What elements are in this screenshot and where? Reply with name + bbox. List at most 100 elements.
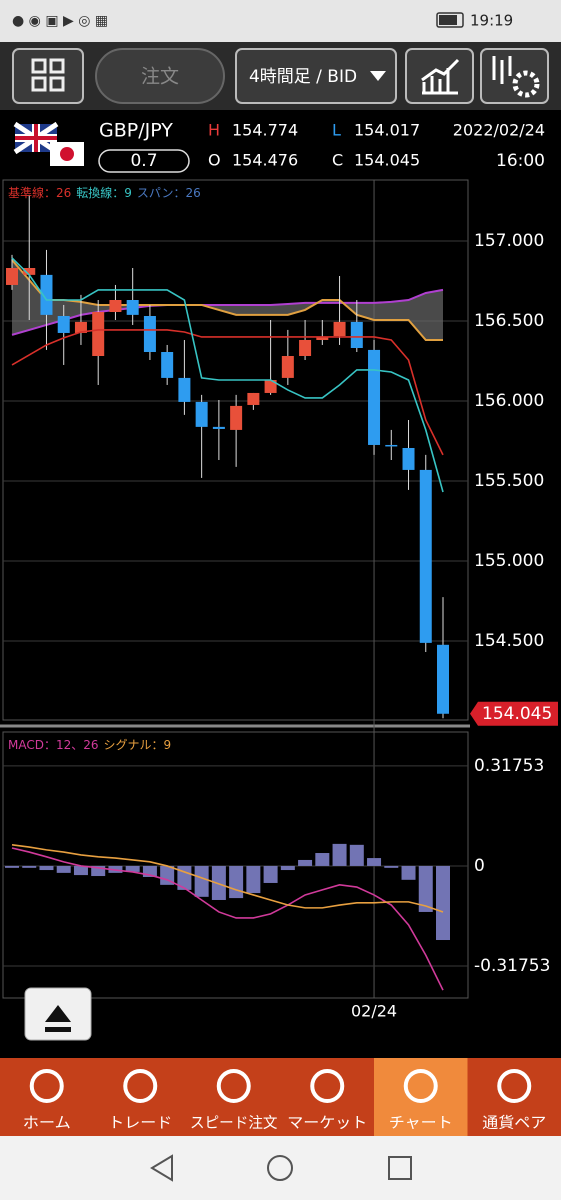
spread: 0.7 [130,151,157,171]
histogram-bar [246,865,261,894]
macd-panel [2,731,469,999]
x-tick-label: 02/24 [351,1002,397,1021]
histogram-bar [56,865,71,873]
histogram-bar [436,865,450,941]
histogram-bar [73,865,88,876]
status-time: 19:19 [470,12,513,30]
histogram-bar [142,865,157,877]
eject-icon [45,1005,71,1032]
span-b-line [11,259,443,341]
order-button[interactable] [95,48,225,104]
y-tick-label: -0.31753 [474,956,550,976]
histogram-bar [263,865,278,883]
span-a-line [11,288,444,336]
candle-body [333,321,346,336]
close-value: 154.045 [354,151,420,170]
symbol: GBP/JPY [99,120,173,142]
settings-button[interactable] [480,48,549,104]
gear-icon [512,70,540,98]
y-tick-label: 0.31753 [474,756,544,776]
histogram-bar [211,865,226,900]
legend-entry: 転換線：9 [76,185,132,200]
candle-body [92,312,105,356]
histogram-bar [418,865,433,912]
menu-button[interactable] [12,48,84,104]
candle-body [299,340,312,356]
candle-body [264,380,277,393]
nav-label: ホーム [23,1114,71,1132]
candle-body [161,352,174,378]
high-value: 154.774 [232,121,298,140]
y-tick-label: 155.000 [474,551,544,571]
y-tick-label: 156.000 [474,391,544,411]
candle-body [350,321,363,348]
histogram-bar [280,865,295,871]
back-button[interactable] [150,1154,173,1182]
nav-icon [123,1069,158,1103]
kijun-line [11,329,444,456]
candle-body [230,405,243,430]
candle-body [195,401,208,427]
histogram-bar [177,865,192,890]
nav-label: チャート [389,1114,453,1132]
candle-icon [492,56,512,84]
close-label: C [332,151,343,170]
legend-entry: シグナル：9 [104,738,172,752]
histogram-bar [39,865,54,871]
candle-body [57,316,70,333]
high-label: H [208,121,220,140]
nav-label: トレード [108,1114,172,1132]
timeframe-label: 4時間足 / BID [249,67,357,87]
nav-icon [216,1069,251,1103]
y-tick-label: 157.000 [474,231,544,251]
histogram-bar [125,865,140,872]
legend: MACD：12、26 シグナル：9 [8,738,171,752]
spread-box [98,149,190,173]
date: 2022/02/24 [453,121,545,140]
dropdown-arrow [370,71,386,81]
legend-entry: 基準線：26 [8,185,71,200]
macd-line [11,844,444,913]
nav-icon [310,1069,345,1103]
candle-body [143,316,156,352]
candle-body [316,336,329,340]
recents-button[interactable] [388,1156,412,1180]
macd-line [11,847,444,991]
low-label: L [332,121,341,140]
nav-label: スピード注文 [190,1114,278,1132]
y-tick-label: 156.500 [474,311,544,331]
nav-icon [403,1069,438,1103]
histogram-bar [315,853,330,866]
candle-body [6,268,18,285]
candle-body [281,356,294,378]
histogram-bar [160,865,175,885]
status-icons: ● ◉ ▣ ▶ ◎ ▦ [12,13,108,29]
battery-level [439,15,457,25]
histogram-bar [349,844,364,866]
histogram-bar [194,865,209,897]
timeframe-select[interactable] [235,48,397,104]
open-label: O [208,151,221,170]
legend-entry: MACD：12、26 [8,738,99,752]
histogram-bar [22,865,37,868]
system-nav [0,1136,561,1200]
status-bar [0,0,561,42]
candle-body [74,321,87,333]
candle-body [419,469,432,643]
home-button[interactable] [267,1155,293,1181]
y-tick-label: 155.500 [474,471,544,491]
histogram-bar [5,865,19,868]
candle-body [126,300,139,315]
chart-type-button[interactable] [405,48,474,104]
grid-icon [31,58,65,92]
histogram-bar [91,865,106,877]
histogram-bar [401,865,416,880]
chart-icon [421,58,460,95]
nav-label: 通貨ペア [482,1114,546,1132]
order-label: 注文 [141,66,179,88]
histogram-bar [367,858,382,866]
histogram-bar [229,865,244,899]
y-tick-label: 0 [474,856,485,876]
legend-entry: スパン：26 [137,186,201,200]
